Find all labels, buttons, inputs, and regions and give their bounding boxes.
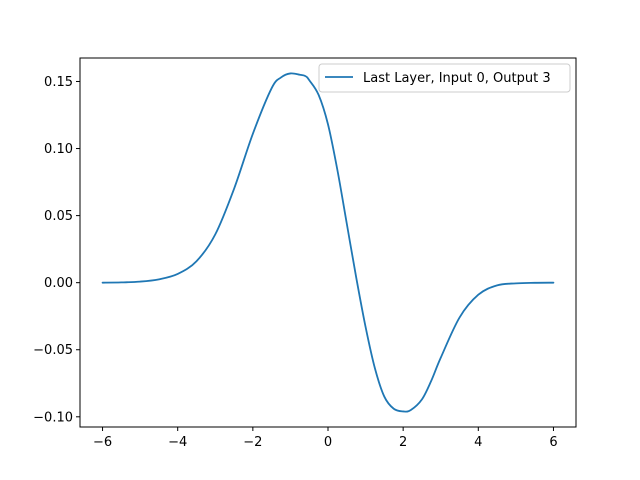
y-tick-label: 0.15 bbox=[44, 75, 73, 90]
series-layer bbox=[101, 72, 555, 413]
y-tick-label: −0.05 bbox=[33, 343, 73, 358]
plot-frame bbox=[79, 57, 577, 428]
x-axis-ticks: −6 −4 −2 0 2 4 6 bbox=[93, 427, 558, 450]
y-tick-label: 0.05 bbox=[44, 209, 73, 224]
x-tick-label: −4 bbox=[168, 435, 187, 450]
x-tick-label: −6 bbox=[93, 435, 112, 450]
plot-area bbox=[80, 58, 576, 427]
legend-label: Last Layer, Input 0, Output 3 bbox=[363, 71, 551, 86]
legend-box bbox=[318, 63, 571, 93]
y-tick-label: 0.00 bbox=[44, 276, 73, 291]
x-tick-label: −2 bbox=[243, 435, 262, 450]
x-tick-label: 2 bbox=[399, 435, 407, 450]
x-tick-label: 4 bbox=[474, 435, 482, 450]
y-tick-label: −0.10 bbox=[33, 410, 73, 425]
x-tick-label: 0 bbox=[324, 435, 332, 450]
legend: Last Layer, Input 0, Output 3 bbox=[318, 63, 571, 93]
y-axis-ticks: −0.10 −0.05 0.00 0.05 0.10 0.15 bbox=[33, 75, 80, 425]
series-line bbox=[101, 72, 555, 413]
y-tick-label: 0.10 bbox=[44, 142, 73, 157]
x-tick-label: 6 bbox=[549, 435, 557, 450]
